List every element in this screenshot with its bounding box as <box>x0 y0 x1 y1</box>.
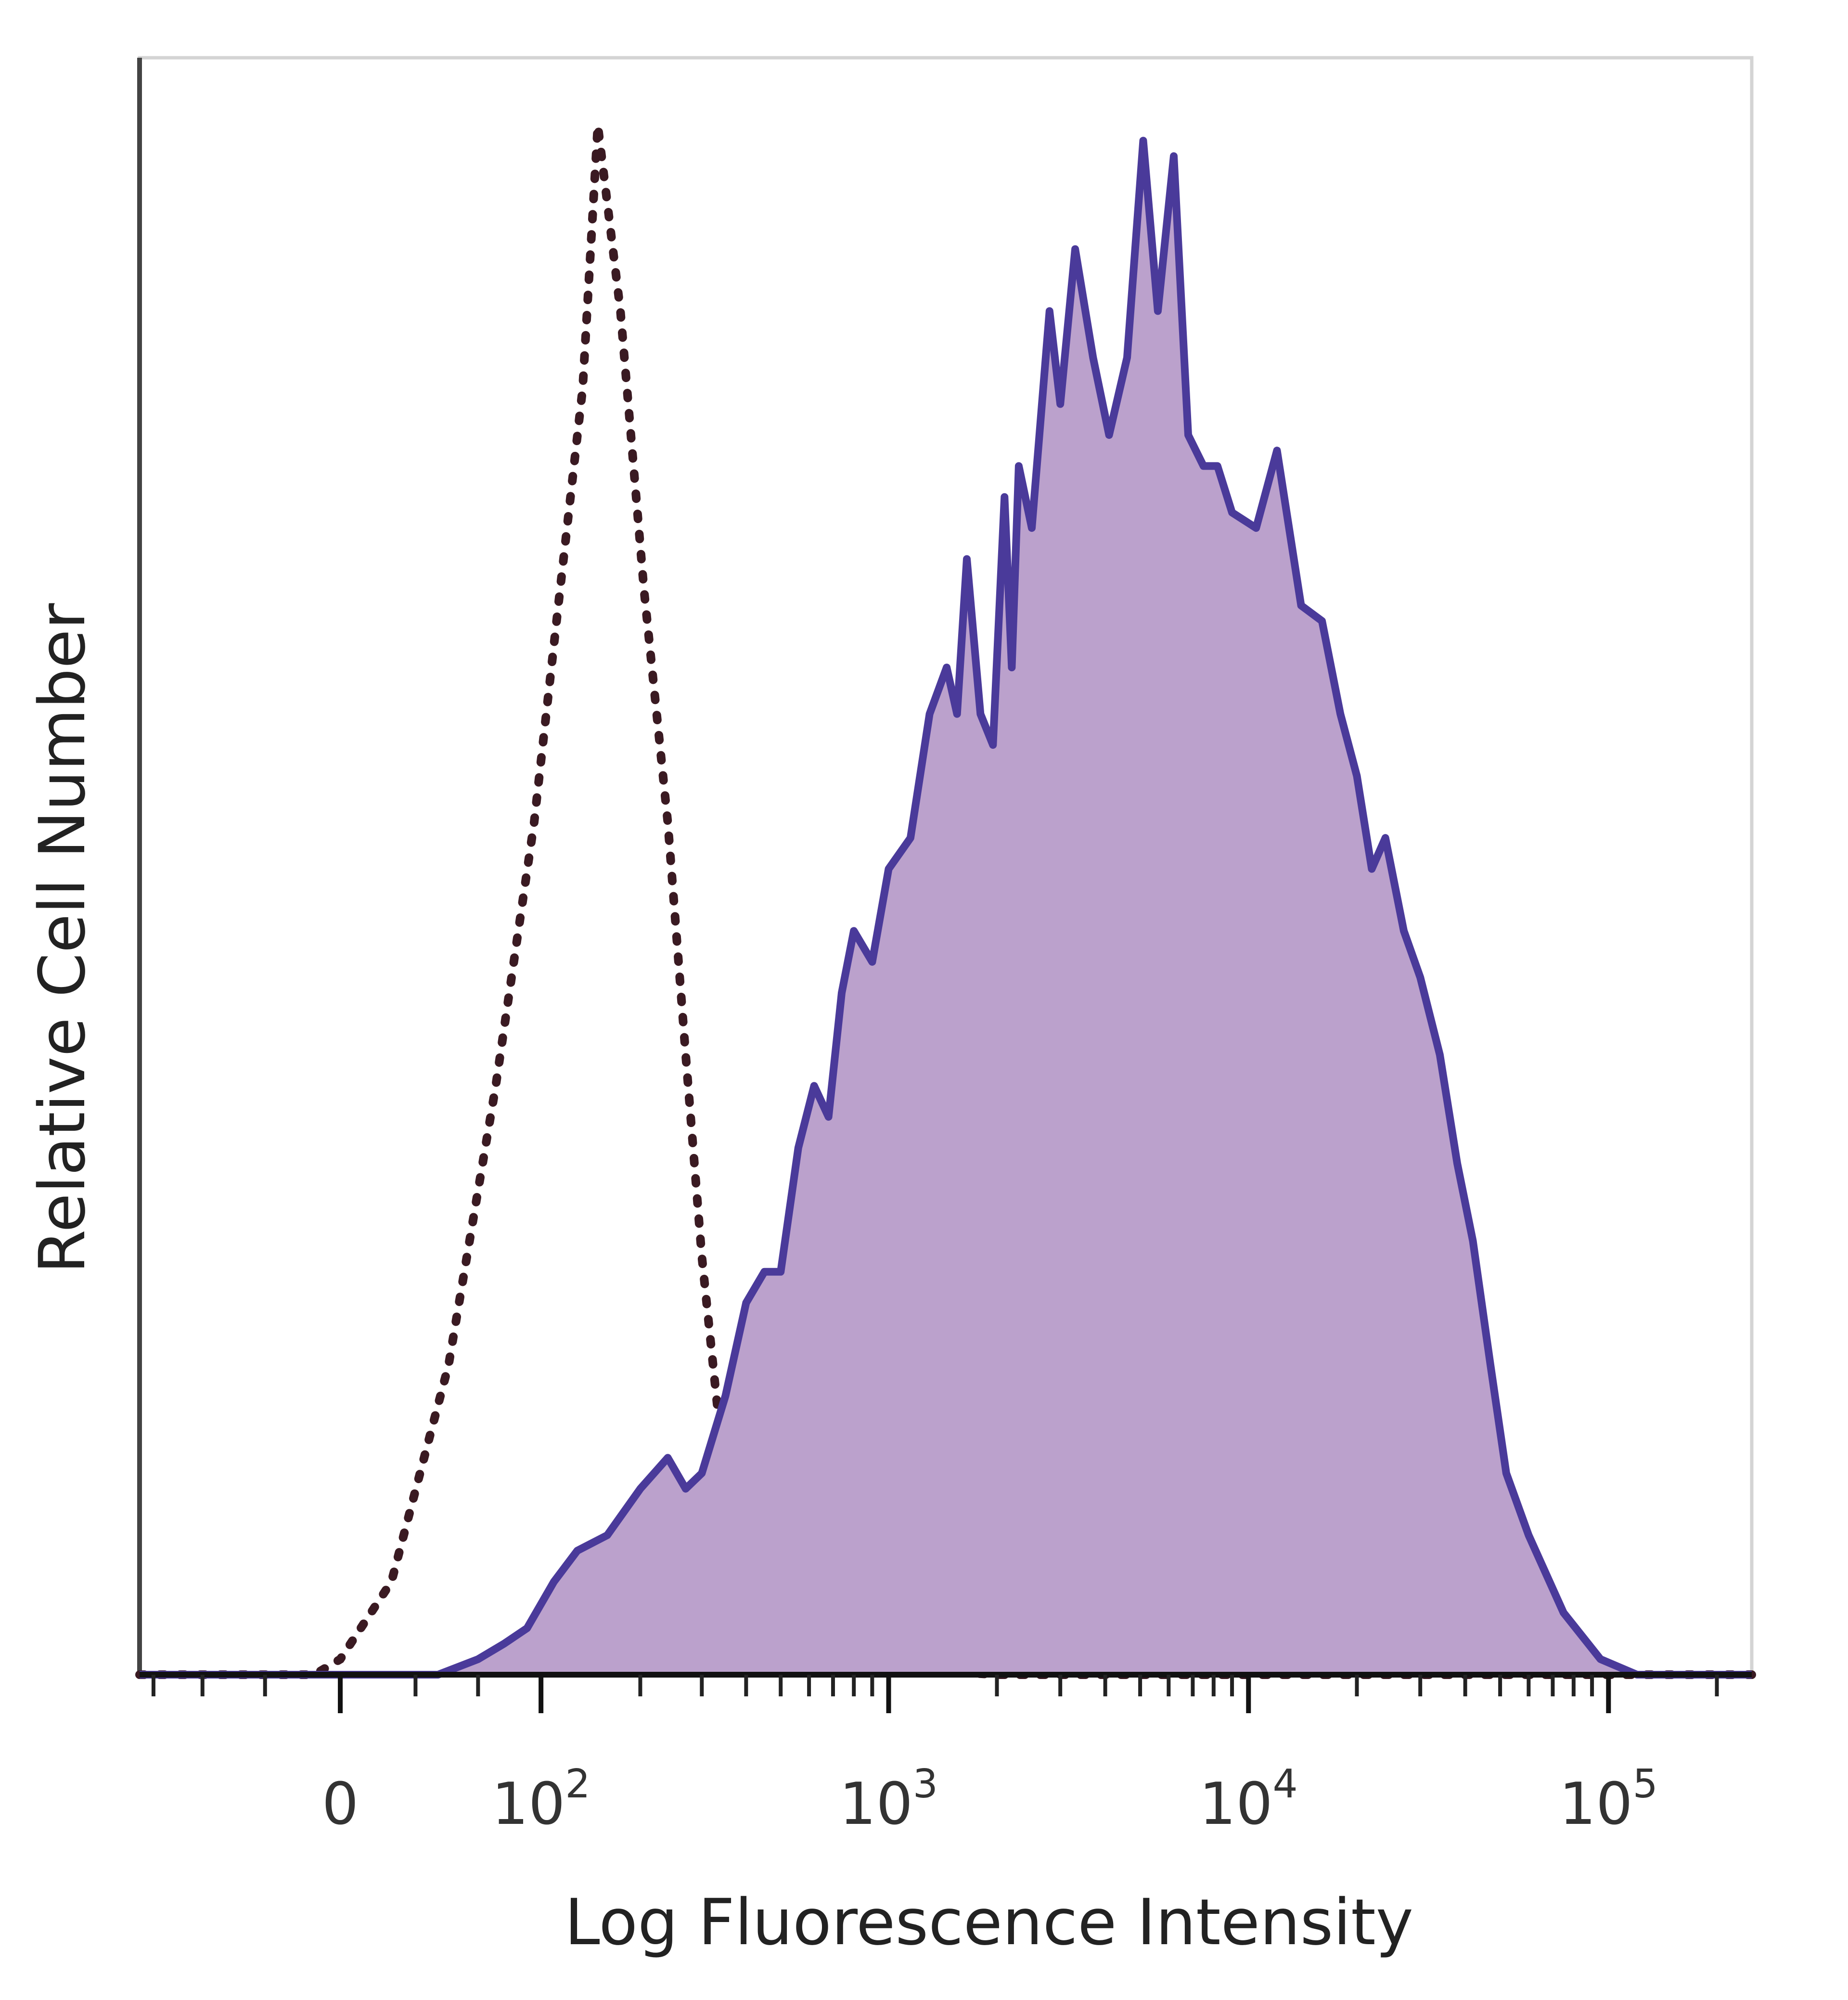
series-layer <box>135 124 1756 1679</box>
control-histogram-dotted <box>135 124 1756 1679</box>
x-tick-label: 105 <box>1559 1761 1658 1838</box>
x-tick-label: 0 <box>322 1771 359 1838</box>
x-tick-label: 104 <box>1199 1761 1298 1838</box>
x-tick-labels: 0 102 103 104 105 <box>322 1761 1658 1838</box>
x-tick-label: 103 <box>839 1761 938 1838</box>
x-tick-label: 102 <box>492 1761 590 1838</box>
x-axis-title: Log Fluorescence Intensity <box>565 1885 1413 1960</box>
histogram-line-1 <box>140 137 1752 1679</box>
histogram-fill-1 <box>140 141 1752 1675</box>
x-axis <box>140 1672 1752 1713</box>
y-axis-title: Relative Cell Number <box>26 603 100 1274</box>
